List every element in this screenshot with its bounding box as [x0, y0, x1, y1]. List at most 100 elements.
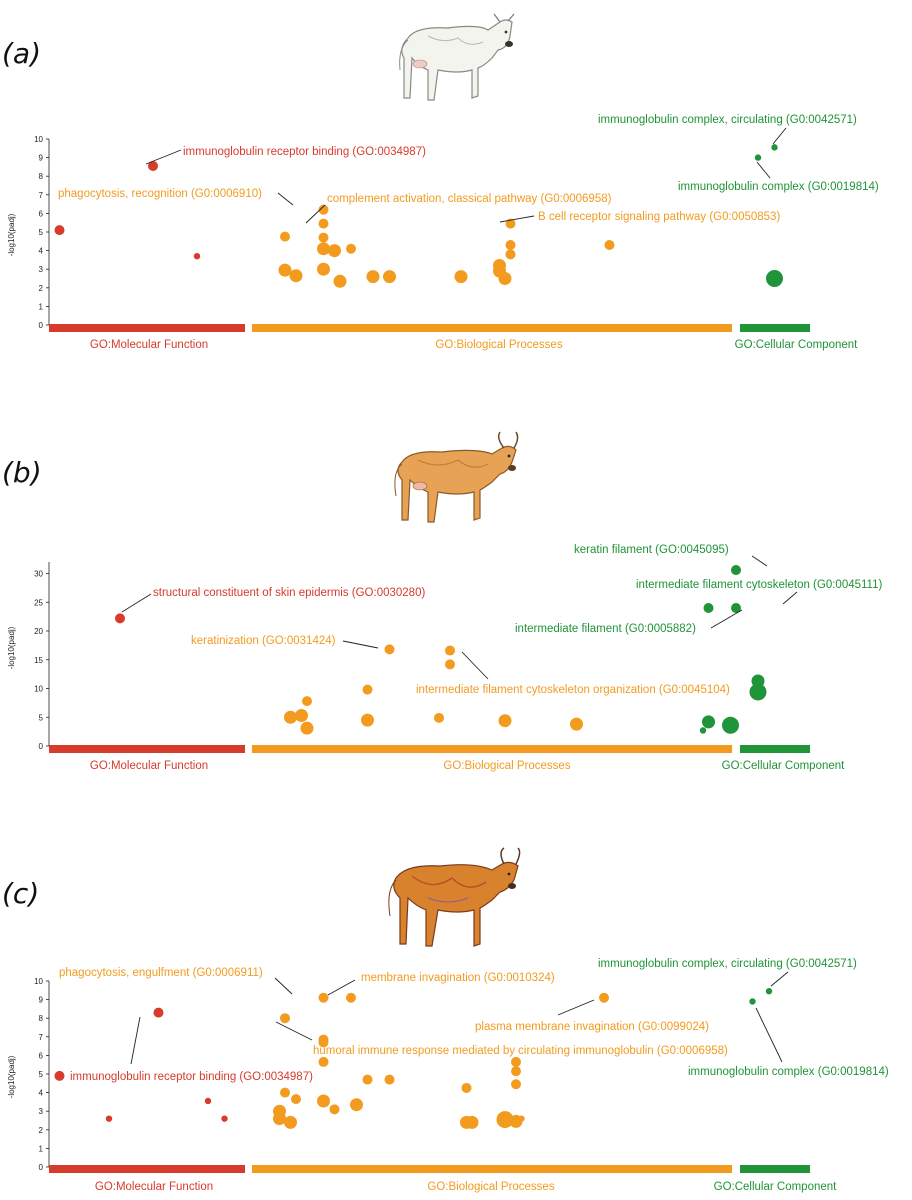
data-point	[318, 232, 329, 243]
y-tick-label: 9	[39, 154, 44, 163]
annotation-label: immunoglobulin complex (G0:0019814)	[678, 181, 879, 193]
data-point	[703, 603, 714, 613]
category-bar-molecular-function	[49, 745, 245, 753]
y-tick-label: 0	[39, 742, 44, 751]
data-point	[280, 1013, 290, 1024]
y-axis-ticks: 0 1 2 3 4 5 6 7 8 9 10	[34, 977, 49, 1172]
category-bar-biological-processes	[252, 1165, 732, 1173]
annotation-label: immunoglobulin receptor binding (GO:0034…	[183, 146, 426, 158]
red-cow-icon	[388, 847, 521, 947]
annotation-label: B cell receptor signaling pathway (G0:00…	[538, 211, 780, 223]
annotation-label: immunoglobulin complex, circulating (G0:…	[598, 114, 857, 126]
y-axis-label: -log10(padj)	[7, 1055, 16, 1098]
y-tick-label: 7	[39, 1033, 44, 1042]
panel-letter-b: (b)	[2, 456, 42, 489]
y-tick-label: 5	[39, 1070, 44, 1079]
data-point	[749, 683, 767, 701]
y-axis-label: -log10(padj)	[7, 213, 16, 256]
data-point	[361, 713, 374, 727]
annotation-label: intermediate filament cytoskeleton (G0:0…	[636, 579, 882, 591]
data-point	[366, 270, 380, 284]
category-bar-molecular-function	[49, 1165, 245, 1173]
white-cow-icon	[399, 13, 515, 101]
data-point	[445, 645, 455, 656]
data-point	[289, 269, 303, 283]
annotation-label: immunoglobulin complex, circulating (G0:…	[598, 958, 857, 970]
data-point	[204, 1097, 212, 1105]
data-point	[511, 1066, 521, 1077]
data-point	[318, 218, 329, 229]
data-point	[505, 249, 516, 260]
data-point	[346, 992, 356, 1003]
y-axis-ticks: 0 1 2 3 4 5 6 7 8 9 10	[34, 135, 49, 330]
panel-c: (c) 0 1 2 3 4 5 6 7 8 9 10 -log10(padj) GO:Molecul…	[2, 847, 889, 1193]
annotations: structural constituent of skin epidermis…	[121, 544, 882, 696]
y-tick-label: 5	[39, 228, 44, 237]
y-tick-label: 15	[34, 656, 43, 665]
panel-a: (a) 0 1 2 3 4 5 6 7 8 9 10 -log10(padj) GO:Molecul…	[2, 13, 879, 351]
data-point	[383, 270, 396, 284]
y-tick-label: 8	[39, 172, 44, 181]
data-point	[771, 144, 778, 151]
y-tick-label: 0	[39, 321, 44, 330]
annotation-label: membrane invagination (G0:0010324)	[361, 972, 555, 984]
y-tick-label: 10	[34, 685, 43, 694]
data-point	[280, 1087, 290, 1098]
category-label-molecular-function: GO:Molecular Function	[90, 760, 208, 772]
category-bar-cellular-component	[740, 1165, 810, 1173]
data-point	[54, 225, 65, 236]
y-axis-ticks: 0 5 10 15 20 25 30	[34, 570, 49, 751]
y-tick-label: 3	[39, 1107, 44, 1116]
annotation-label: intermediate filament cytoskeleton organ…	[416, 684, 730, 696]
data-point	[505, 218, 516, 229]
y-tick-label: 10	[34, 135, 43, 144]
data-point	[754, 154, 762, 161]
data-point	[454, 270, 468, 284]
data-point	[599, 992, 609, 1003]
data-point	[193, 252, 201, 260]
y-tick-label: 3	[39, 265, 44, 274]
data-point	[511, 1079, 521, 1090]
data-point	[346, 243, 356, 254]
category-label-molecular-function: GO:Molecular Function	[95, 1181, 213, 1193]
category-bar-molecular-function	[49, 324, 245, 332]
data-point	[317, 262, 330, 276]
data-points	[54, 988, 773, 1129]
category-bar-cellular-component	[740, 745, 810, 753]
y-tick-label: 4	[39, 247, 44, 256]
y-tick-label: 5	[39, 713, 44, 722]
y-tick-label: 8	[39, 1014, 44, 1023]
y-tick-label: 0	[39, 1163, 44, 1172]
annotation-label: immunoglobulin receptor binding (GO:0034…	[70, 1071, 313, 1083]
data-point	[765, 988, 773, 995]
annotation-label: plasma membrane invagination (G0:0099024…	[475, 1021, 709, 1033]
data-point	[300, 721, 314, 735]
annotation-label: immunoglobulin complex (G0:0019814)	[688, 1066, 889, 1078]
y-tick-label: 25	[34, 598, 43, 607]
category-label-cellular-component: GO:Cellular Component	[714, 1181, 838, 1193]
y-tick-label: 4	[39, 1089, 44, 1098]
annotation-label: complement activation, classical pathway…	[327, 193, 612, 205]
data-point	[445, 659, 455, 670]
category-bar-cellular-component	[740, 324, 810, 332]
data-point	[278, 263, 292, 277]
data-point	[153, 1007, 164, 1018]
data-point	[115, 613, 125, 624]
data-point	[465, 1115, 479, 1129]
data-point	[699, 727, 707, 734]
y-tick-label: 9	[39, 996, 44, 1005]
annotations: immunoglobulin receptor binding (GO:0034…	[59, 958, 889, 1083]
annotation-label: phagocytosis, engulfment (G0:0006911)	[59, 967, 263, 979]
y-tick-label: 1	[39, 1144, 44, 1153]
data-point	[702, 715, 715, 729]
category-label-cellular-component: GO:Cellular Component	[735, 339, 859, 351]
annotation-label: keratinization (GO:0031424)	[191, 635, 336, 647]
category-label-molecular-function: GO:Molecular Function	[90, 339, 208, 351]
category-bar-biological-processes	[252, 745, 732, 753]
data-point	[511, 1056, 521, 1067]
data-point	[362, 1074, 373, 1085]
category-bar-biological-processes	[252, 324, 732, 332]
data-point	[302, 696, 312, 707]
data-point	[221, 1115, 228, 1122]
